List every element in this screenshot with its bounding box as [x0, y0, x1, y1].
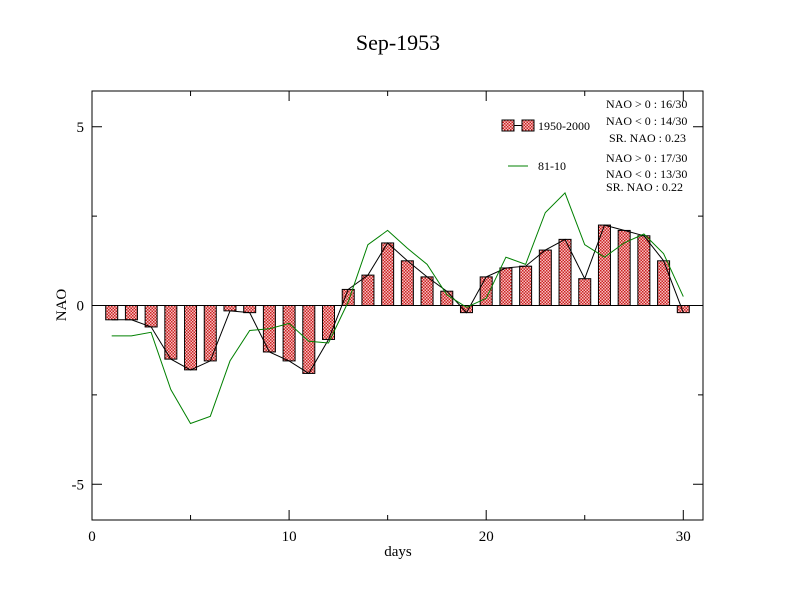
bar-day-23 — [538, 249, 552, 306]
bar-day-29 — [657, 260, 671, 306]
x-tick-label: 20 — [479, 529, 494, 545]
bar-day-20 — [479, 276, 493, 306]
y-tick-label: 0 — [77, 299, 85, 315]
bar-day-4 — [164, 305, 178, 360]
x-axis-label: days — [384, 544, 412, 560]
bar-day-8 — [243, 305, 257, 314]
bar-day-3 — [144, 305, 158, 328]
bar-day-7 — [223, 305, 237, 312]
stat-b-sr: SR. NAO : 0.22 — [606, 180, 683, 194]
bar-day-11 — [302, 305, 316, 374]
stat-a-neg: NAO < 0 : 14/30 — [606, 114, 687, 128]
bar-day-30 — [676, 305, 690, 314]
bar-day-6 — [203, 305, 217, 362]
x-tick-label: 30 — [676, 529, 691, 545]
stat-a-sr: SR. NAO : 0.23 — [609, 131, 686, 145]
bar-day-19 — [459, 305, 473, 314]
legend-swatch-bar-right — [521, 119, 535, 132]
chart-title: Sep-1953 — [356, 30, 440, 55]
bar-day-5 — [184, 305, 198, 371]
stat-a-pos: NAO > 0 : 16/30 — [606, 97, 687, 111]
y-tick-label: -5 — [72, 477, 85, 493]
stat-b-neg: NAO < 0 : 13/30 — [606, 167, 687, 181]
y-axis-label: NAO — [54, 289, 70, 322]
bar-day-2 — [124, 305, 138, 321]
bar-day-16 — [400, 260, 414, 306]
bar-day-25 — [578, 278, 592, 306]
x-tick-label: 10 — [282, 529, 297, 545]
series-line-1950-2000 — [111, 224, 684, 375]
bar-day-1 — [105, 305, 119, 321]
legend-swatch-bar-left — [501, 119, 515, 132]
stat-b-pos: NAO > 0 : 17/30 — [606, 151, 687, 165]
legend: 1950-2000 81-10 NAO > 0 : 16/30 NAO < 0 … — [501, 97, 687, 194]
x-tick-label: 0 — [88, 529, 96, 545]
bar-day-18 — [440, 290, 454, 307]
legend-label-1950-2000: 1950-2000 — [538, 119, 590, 133]
bar-day-10 — [282, 305, 296, 362]
bar-day-17 — [420, 276, 434, 306]
bar-day-27 — [617, 229, 631, 306]
bar-day-22 — [519, 265, 533, 306]
bar-day-15 — [381, 242, 395, 306]
y-tick-label: 5 — [77, 120, 85, 136]
legend-label-81-10: 81-10 — [538, 159, 566, 173]
bar-day-21 — [499, 267, 513, 306]
bar-day-24 — [558, 238, 572, 306]
series-line-81-10 — [111, 192, 684, 425]
bar-day-28 — [637, 235, 651, 307]
bar-day-14 — [361, 274, 375, 306]
bar-day-13 — [341, 288, 355, 307]
